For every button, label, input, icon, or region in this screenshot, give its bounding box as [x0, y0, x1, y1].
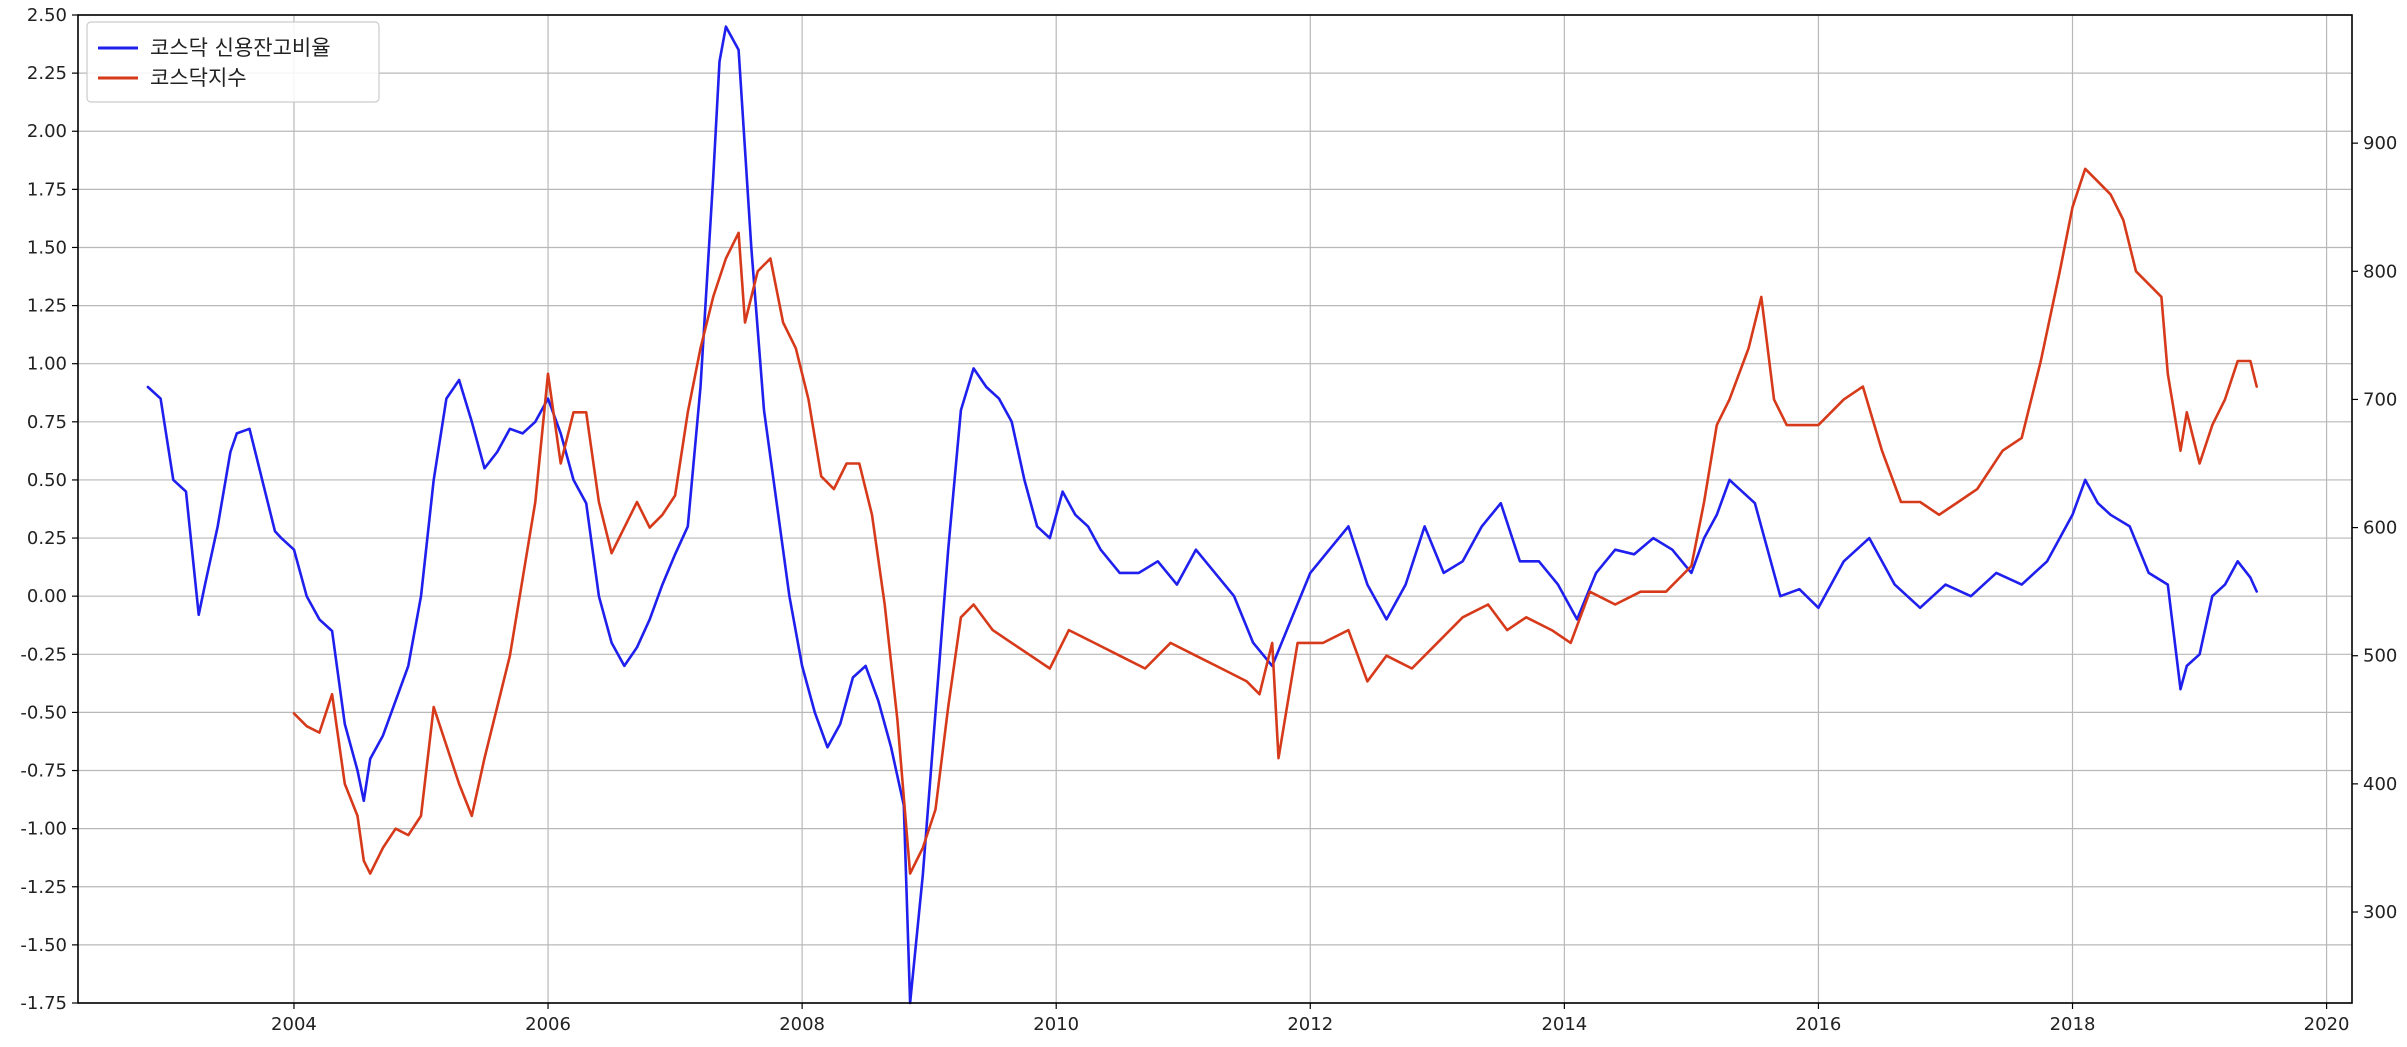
y-right-tick-label: 900: [2363, 133, 2397, 154]
y-left-tick-label: -1.50: [20, 935, 67, 956]
legend-label-credit-ratio: 코스닥 신용잔고비율: [150, 36, 331, 60]
y-right-tick-label: 700: [2363, 389, 2397, 410]
y-left-tick-label: 1.75: [27, 179, 67, 200]
y-right-tick-label: 500: [2363, 646, 2397, 667]
y-left-tick-label: 2.50: [27, 5, 67, 26]
y-left-tick-label: 0.75: [27, 412, 67, 433]
y-left-tick-label: 0.00: [27, 586, 67, 607]
x-tick-label: 2018: [2050, 1014, 2096, 1035]
y-left-tick-label: -1.00: [20, 819, 67, 840]
y-left-tick-label: 0.25: [27, 528, 67, 549]
y-left-tick-label: -0.50: [20, 702, 67, 723]
y-left-tick-label: -0.75: [20, 761, 67, 782]
legend: 코스닥 신용잔고비율 코스닥지수: [86, 21, 380, 103]
y-left-tick-label: 1.25: [27, 296, 67, 317]
legend-box: [86, 21, 380, 103]
x-tick-label: 2016: [1796, 1014, 1842, 1035]
y-left-tick-label: 1.00: [27, 354, 67, 375]
series-layer: [146, 25, 2258, 1005]
y-left-tick-label: -1.25: [20, 877, 67, 898]
axis-layer: 2004 2006 2008 2010 2012 2014 2016 2018 2020 2.50…: [20, 5, 2397, 1035]
x-tick-label: 2004: [271, 1014, 317, 1035]
y-right-tick-label: 600: [2363, 518, 2397, 539]
y-left-tick-label: 1.50: [27, 237, 67, 258]
x-tick-label: 2014: [1541, 1014, 1587, 1035]
series-line-credit-ratio: [146, 25, 2258, 1005]
y-left-tick-label: -1.75: [20, 993, 67, 1014]
series-line-kosdaq-index: [292, 167, 2258, 875]
x-tick-label: 2012: [1287, 1014, 1333, 1035]
y-right-tick-label: 400: [2363, 774, 2397, 795]
y-left-tick-label: 2.25: [27, 63, 67, 84]
x-tick-label: 2008: [779, 1014, 825, 1035]
plot-frame: [77, 14, 2353, 1004]
y-left-tick-label: -0.25: [20, 644, 67, 665]
y-right-tick-label: 800: [2363, 261, 2397, 282]
x-tick-label: 2006: [525, 1014, 571, 1035]
grid-layer: [78, 14, 2352, 1004]
legend-label-kosdaq-index: 코스닥지수: [150, 66, 247, 90]
y-left-tick-label: 2.00: [27, 121, 67, 142]
y-right-tick-label: 300: [2363, 902, 2397, 923]
x-tick-label: 2010: [1033, 1014, 1079, 1035]
y-left-tick-label: 0.50: [27, 470, 67, 491]
x-tick-label: 2020: [2304, 1014, 2350, 1035]
